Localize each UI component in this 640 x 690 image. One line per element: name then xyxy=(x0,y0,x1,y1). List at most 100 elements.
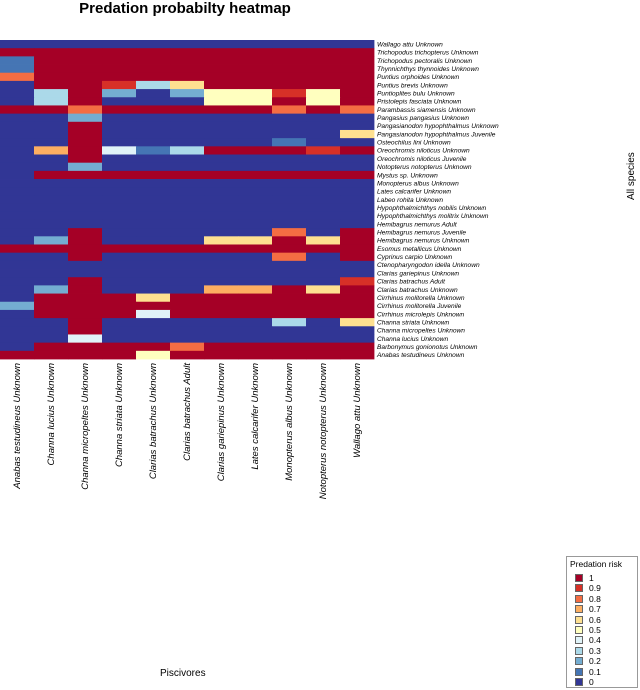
heatmap-cell xyxy=(306,293,341,303)
heatmap-cell xyxy=(340,40,375,49)
heatmap-cell xyxy=(204,129,239,139)
heatmap-cell xyxy=(170,56,205,65)
heatmap-cell xyxy=(272,179,307,188)
legend: Predation risk 1 0.9 0.8 0.7 0.6 0.5 0.4 0.3 0.2… xyxy=(566,556,638,688)
heatmap-cell xyxy=(306,64,341,74)
row-label: Osteochilus lini Unknown xyxy=(377,140,451,147)
heatmap-cell xyxy=(238,64,273,74)
heatmap-cell xyxy=(272,211,307,221)
heatmap-cell xyxy=(102,260,137,270)
heatmap-cell xyxy=(306,244,341,254)
heatmap-cell xyxy=(102,301,137,311)
heatmap-cell xyxy=(306,187,341,196)
heatmap-cell xyxy=(204,113,239,123)
heatmap-cell xyxy=(34,269,69,278)
heatmap-cell xyxy=(136,228,171,237)
heatmap-cell xyxy=(340,236,375,245)
heatmap-cell xyxy=(204,285,239,294)
heatmap-cell xyxy=(272,219,307,229)
heatmap-cell xyxy=(102,236,137,245)
row-label: Cirrhinus molitorella Unknown xyxy=(377,295,465,302)
heatmap-cell xyxy=(340,121,375,131)
heatmap-cell xyxy=(306,56,341,65)
heatmap-cell xyxy=(0,277,35,286)
heatmap-cell xyxy=(34,342,69,352)
heatmap-cell xyxy=(68,269,103,278)
legend-swatch xyxy=(575,594,583,603)
heatmap-cell xyxy=(272,97,307,106)
row-label: Oreochromis niloticus Unknown xyxy=(377,148,470,155)
heatmap-cell xyxy=(204,89,239,98)
heatmap-cell xyxy=(0,219,35,229)
heatmap-cell xyxy=(34,48,69,57)
heatmap-cell xyxy=(272,72,307,82)
heatmap-cell xyxy=(204,219,239,229)
heatmap-cell xyxy=(238,40,273,49)
heatmap-cell xyxy=(102,342,137,352)
legend-swatch xyxy=(575,657,583,666)
heatmap-cell xyxy=(306,269,341,278)
heatmap-cell xyxy=(68,203,103,213)
heatmap-cell xyxy=(340,154,375,164)
heatmap-cell xyxy=(272,40,307,49)
heatmap-cell xyxy=(68,138,103,147)
heatmap-cell xyxy=(0,260,35,270)
heatmap-cell xyxy=(102,146,137,155)
heatmap-cell xyxy=(102,228,137,237)
heatmap-cell xyxy=(204,293,239,303)
column-label: Channa striata Unknown xyxy=(114,363,125,467)
heatmap-cell xyxy=(306,121,341,131)
heatmap-cell xyxy=(0,309,35,319)
legend-swatch xyxy=(575,636,583,645)
heatmap-cell xyxy=(306,309,341,319)
row-label: Barbonymus gonionotus Unknown xyxy=(377,344,478,351)
heatmap-cell xyxy=(170,129,205,139)
heatmap-cell xyxy=(170,138,205,147)
heatmap-cell xyxy=(238,334,273,344)
heatmap-cell xyxy=(306,350,341,360)
heatmap-cell xyxy=(102,154,137,164)
row-label: Trichopodus pectoralis Unknown xyxy=(377,58,473,65)
heatmap-cell xyxy=(102,138,137,147)
heatmap-cell xyxy=(204,170,239,180)
row-label: Notopterus notopterus Unknown xyxy=(377,164,472,171)
heatmap-cell xyxy=(238,121,273,131)
heatmap-cell xyxy=(340,301,375,311)
heatmap-cell xyxy=(306,80,341,90)
heatmap-cell xyxy=(68,211,103,221)
heatmap-cell xyxy=(306,252,341,262)
heatmap-cell xyxy=(170,40,205,49)
row-label: Hemibagrus nemurus Unknown xyxy=(377,238,470,245)
heatmap-cell xyxy=(340,350,375,360)
heatmap-cell xyxy=(204,48,239,57)
heatmap-cell xyxy=(34,187,69,196)
heatmap-cell xyxy=(306,219,341,229)
heatmap-cell xyxy=(102,195,137,204)
heatmap-cell xyxy=(306,40,341,49)
heatmap-cell xyxy=(68,301,103,311)
heatmap-cell xyxy=(102,285,137,294)
heatmap-cell xyxy=(34,277,69,286)
heatmap-cell xyxy=(272,154,307,164)
heatmap-cell xyxy=(306,72,341,82)
heatmap-cell xyxy=(0,56,35,65)
row-label: Pangasianodon hypophthalmus Juvenile xyxy=(377,131,496,138)
heatmap-cell xyxy=(68,326,103,335)
heatmap-cell xyxy=(272,48,307,57)
heatmap-cell xyxy=(306,277,341,286)
heatmap-cell xyxy=(306,154,341,164)
heatmap-cell xyxy=(68,72,103,82)
heatmap-cell xyxy=(272,252,307,262)
column-label: Anabas testudineus Unknown xyxy=(12,363,23,490)
heatmap-cell xyxy=(170,105,205,115)
heatmap-cell xyxy=(306,89,341,98)
heatmap-cell xyxy=(306,260,341,270)
heatmap-cell xyxy=(306,285,341,294)
heatmap-cell xyxy=(272,195,307,204)
legend-label: 0.9 xyxy=(589,583,601,594)
heatmap-cell xyxy=(272,146,307,155)
heatmap-cell xyxy=(0,179,35,188)
column-label: Channa micropeltes Unknown xyxy=(80,363,91,490)
heatmap-cell xyxy=(68,309,103,319)
heatmap-cell xyxy=(68,277,103,286)
